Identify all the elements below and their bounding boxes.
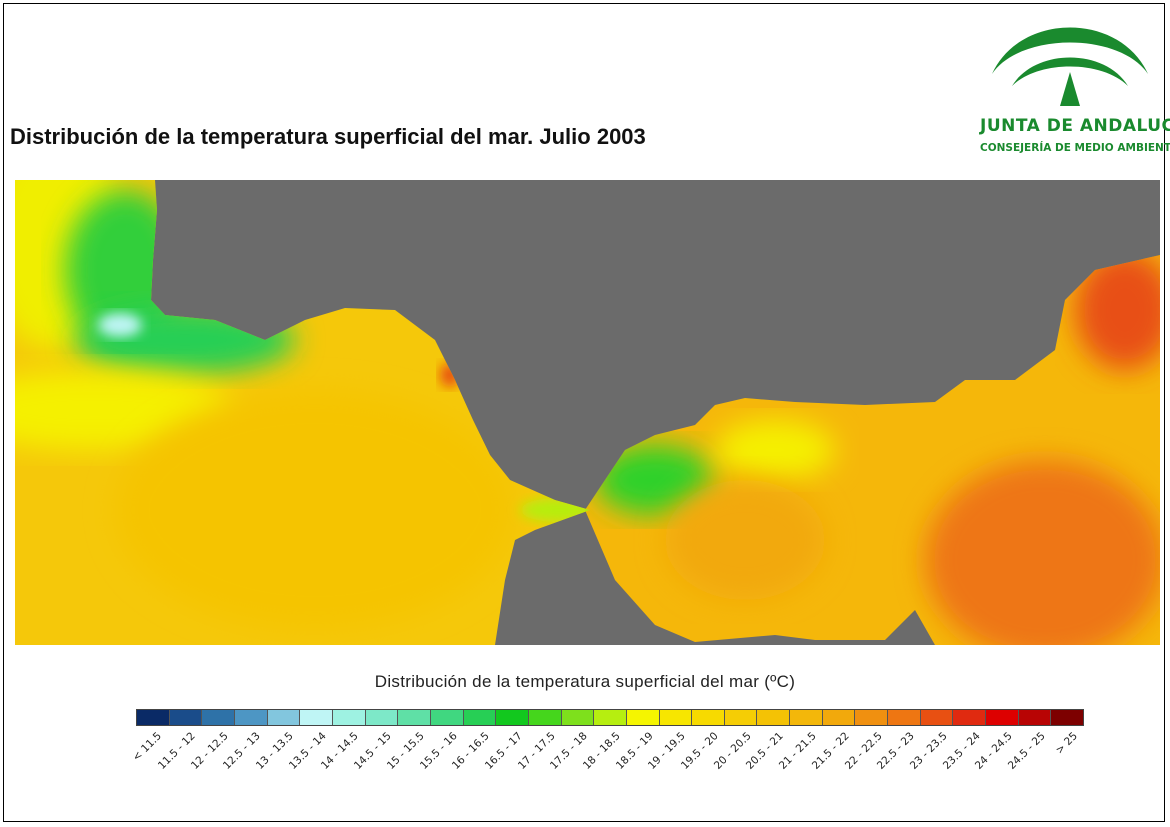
legend-swatch bbox=[757, 710, 791, 725]
legend-swatch bbox=[528, 710, 562, 725]
legend-swatch bbox=[1051, 710, 1084, 725]
legend-swatch bbox=[692, 710, 725, 725]
legend-swatch bbox=[202, 710, 235, 725]
logo-subtitle: CONSEJERÍA DE MEDIO AMBIENTE bbox=[980, 142, 1170, 154]
legend-swatch bbox=[888, 710, 921, 725]
map-canvas bbox=[15, 180, 1160, 645]
legend-swatch bbox=[659, 710, 693, 725]
legend-swatch bbox=[463, 710, 497, 725]
legend-swatch bbox=[300, 710, 333, 725]
legend-swatch bbox=[398, 710, 431, 725]
legend-swatch bbox=[561, 710, 595, 725]
legend-swatch bbox=[855, 710, 889, 725]
legend-swatch bbox=[626, 710, 660, 725]
legend-swatch bbox=[724, 710, 758, 725]
legend-swatch bbox=[953, 710, 987, 725]
legend-labels: < 11.5 11.5 - 12 12 - 12.5 12.5 - 13 13 - 13… bbox=[131, 730, 1084, 800]
legend-swatch bbox=[594, 710, 627, 725]
legend-swatch bbox=[1018, 710, 1052, 725]
logo-emblem-icon bbox=[992, 27, 1148, 106]
legend-title: Distribución de la temperatura superfici… bbox=[374, 672, 796, 691]
legend-swatch bbox=[234, 710, 268, 725]
legend-swatch bbox=[920, 710, 954, 725]
junta-de-andalucia-logo: JUNTA DE ANDALUCIA CONSEJERÍA DE MEDIO A… bbox=[980, 16, 1170, 161]
legend-swatch bbox=[496, 710, 529, 725]
legend-label: > 25 bbox=[1053, 730, 1080, 757]
sea-temperature-map bbox=[15, 180, 1160, 645]
legend-swatch bbox=[137, 710, 170, 725]
legend-swatch bbox=[169, 710, 203, 725]
legend-swatch bbox=[332, 710, 366, 725]
legend-swatch bbox=[986, 710, 1019, 725]
page-title: Distribución de la temperatura superfici… bbox=[10, 124, 646, 149]
color-legend bbox=[136, 709, 1084, 726]
legend-swatch bbox=[790, 710, 823, 725]
legend-swatch bbox=[267, 710, 301, 725]
legend-swatch bbox=[365, 710, 399, 725]
legend-swatch bbox=[430, 710, 464, 725]
logo-name: JUNTA DE ANDALUCIA bbox=[980, 116, 1170, 136]
legend-swatch bbox=[822, 710, 856, 725]
